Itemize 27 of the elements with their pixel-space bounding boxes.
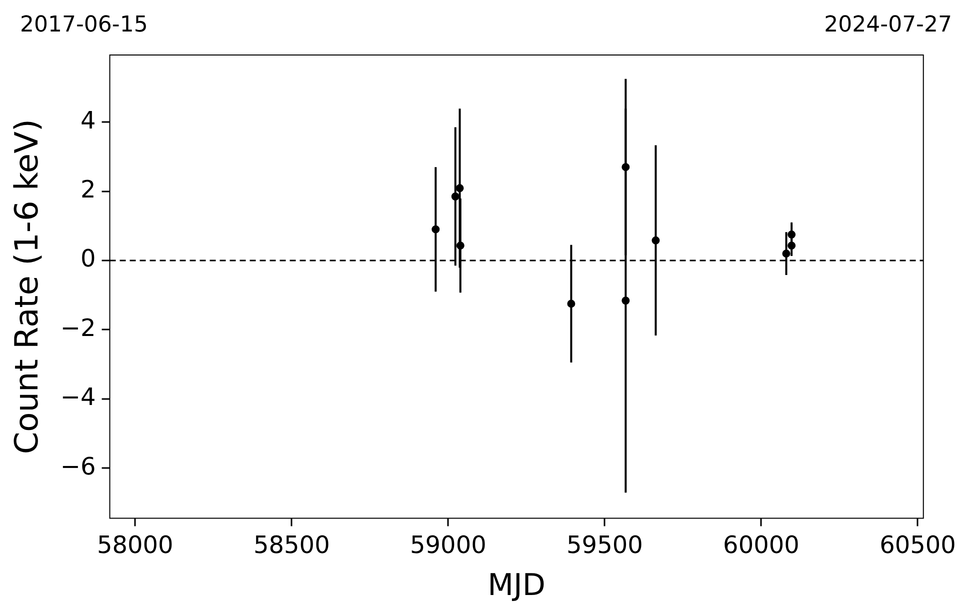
point xyxy=(782,250,790,258)
point xyxy=(567,300,576,308)
point xyxy=(622,163,630,172)
x-tick-label: 58500 xyxy=(253,530,330,559)
y-tick-label: 4 xyxy=(80,106,96,134)
text: 2024-07-27 xyxy=(824,12,952,38)
y-axis-title: Count Rate (1-6 keV) xyxy=(8,119,46,454)
x-axis-title: MJD xyxy=(488,568,546,603)
y-tick-label: −4 xyxy=(60,383,96,412)
x-tick-label: 60500 xyxy=(880,530,956,559)
point xyxy=(456,242,464,250)
point xyxy=(432,225,440,234)
text: 2017-06-15 xyxy=(20,12,148,38)
x-tick-label: 60000 xyxy=(723,530,800,559)
point xyxy=(456,184,464,192)
y-tick-label: 0 xyxy=(80,244,96,273)
point xyxy=(788,242,796,250)
x-tick-label: 59500 xyxy=(566,530,643,559)
y-tick-label: −6 xyxy=(60,452,96,480)
point xyxy=(451,192,460,200)
point xyxy=(622,296,630,305)
point xyxy=(788,230,796,239)
y-tick-label: 2 xyxy=(80,176,96,204)
point xyxy=(652,236,660,244)
x-tick-label: 59000 xyxy=(410,530,486,559)
y-tick-label: −2 xyxy=(60,314,96,342)
x-tick-label: 58000 xyxy=(96,530,174,559)
